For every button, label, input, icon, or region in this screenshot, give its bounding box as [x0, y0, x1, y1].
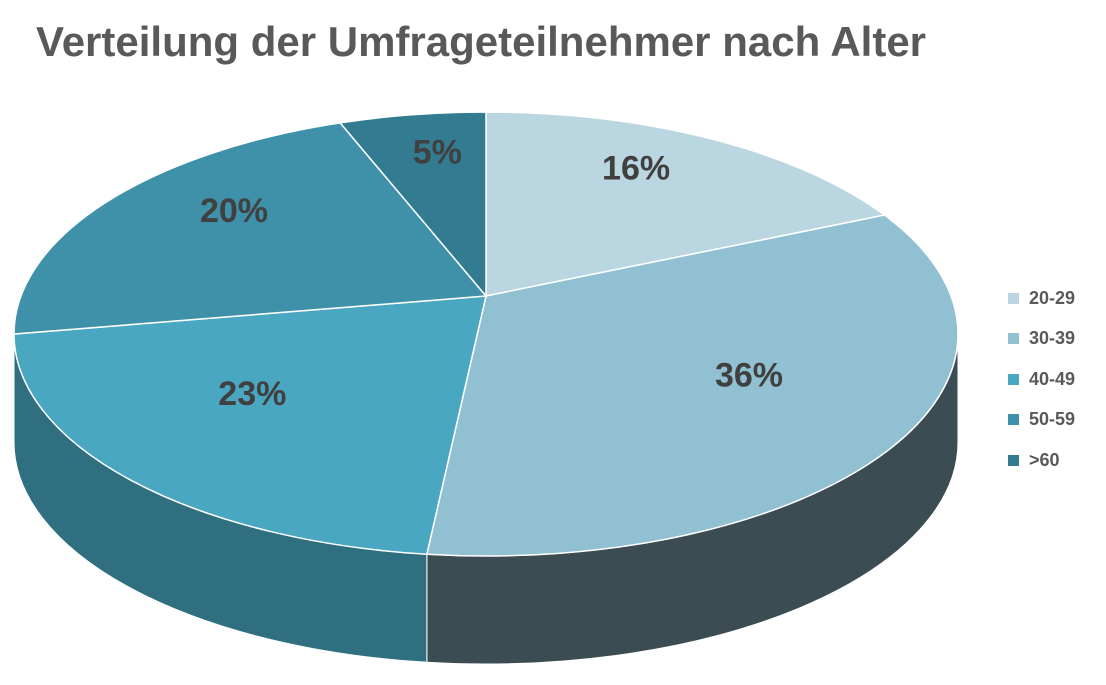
pie-slice-50-59	[13, 122, 488, 335]
legend-item: 20-29	[1008, 278, 1075, 319]
data-label: 16%	[602, 150, 670, 188]
legend-label: 30-39	[1029, 328, 1076, 349]
legend-label: 40-49	[1029, 368, 1076, 389]
data-label: 20%	[200, 192, 268, 230]
chart-title: Verteilung der Umfrageteilnehmer nach Al…	[36, 18, 927, 65]
legend-swatch	[1008, 292, 1019, 304]
legend-label: 20-29	[1029, 287, 1076, 308]
data-label: 36%	[715, 357, 783, 395]
legend-item: 50-59	[1008, 400, 1075, 441]
data-label: 5%	[413, 133, 462, 171]
data-label: 23%	[218, 375, 286, 413]
legend-item: >60	[1008, 440, 1075, 481]
legend-swatch	[1008, 454, 1019, 466]
legend-swatch	[1008, 373, 1019, 385]
pie-slice-20-29	[485, 111, 887, 297]
legend-item: 40-49	[1008, 359, 1075, 400]
pie-slice->60	[338, 111, 487, 299]
pie-slice-30-39	[425, 214, 959, 557]
legend: 20-29 30-39 40-49 50-59 >60	[1008, 278, 1075, 481]
legend-label: 50-59	[1029, 409, 1076, 430]
legend-swatch	[1008, 414, 1019, 426]
legend-label: >60	[1029, 449, 1060, 470]
pie-slice-40-49	[13, 295, 487, 556]
legend-swatch	[1008, 333, 1019, 345]
legend-item: 30-39	[1008, 319, 1075, 360]
